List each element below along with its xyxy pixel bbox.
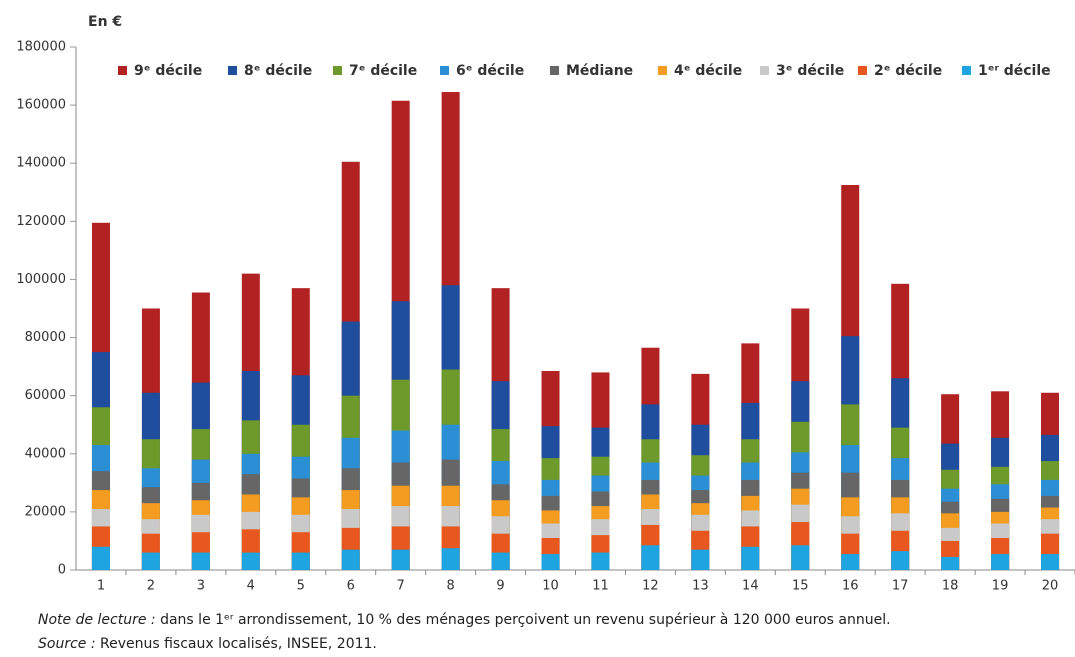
bar	[641, 545, 660, 570]
source-text: Revenus fiscaux localisés, INSEE, 2011.	[100, 636, 377, 652]
bar	[441, 548, 460, 570]
x-tick-label: 12	[642, 579, 659, 594]
x-tick-label: 19	[992, 579, 1009, 594]
legend-swatch	[858, 66, 867, 75]
legend-label: 2ᵉ décile	[874, 63, 942, 79]
x-tick-label: 13	[692, 579, 709, 594]
bar	[391, 549, 410, 570]
bar	[341, 549, 360, 570]
legend-label: 8ᵉ décile	[244, 63, 312, 79]
y-tick-label: 60000	[25, 388, 66, 403]
y-tick-label: 160000	[16, 98, 66, 113]
x-tick-label: 7	[397, 579, 405, 594]
bar	[791, 545, 810, 570]
bar	[141, 552, 160, 570]
bar	[291, 552, 310, 570]
legend-swatch	[118, 66, 127, 75]
legend-label: Médiane	[566, 63, 633, 79]
y-tick-label: 180000	[16, 40, 66, 55]
x-tick-label: 9	[496, 579, 504, 594]
x-tick-label: 14	[742, 579, 759, 594]
legend-swatch	[760, 66, 769, 75]
y-tick-label: 80000	[25, 330, 66, 345]
bar	[91, 546, 110, 570]
bar	[191, 552, 210, 570]
source-label: Source :	[38, 636, 96, 652]
bar	[841, 554, 860, 570]
legend-swatch	[333, 66, 342, 75]
legend-swatch	[228, 66, 237, 75]
y-tick-label: 100000	[16, 272, 66, 287]
legend-label: 7ᵉ décile	[349, 63, 417, 79]
x-tick-label: 8	[446, 579, 454, 594]
legend-label: 1ᵉʳ décile	[978, 63, 1051, 79]
bar	[241, 552, 260, 570]
x-tick-label: 6	[347, 579, 355, 594]
bar	[741, 546, 760, 570]
bar	[991, 554, 1010, 570]
y-axis-label: En €	[88, 14, 122, 30]
x-tick-label: 10	[542, 579, 559, 594]
bar	[491, 552, 510, 570]
legend-swatch	[440, 66, 449, 75]
legend-label: 4ᵉ décile	[674, 63, 742, 79]
x-tick-label: 5	[297, 579, 305, 594]
y-tick-label: 140000	[16, 156, 66, 171]
note-text: dans le 1ᵉʳ arrondissement, 10 % des mén…	[160, 612, 891, 628]
legend-label: 6ᵉ décile	[456, 63, 524, 79]
legend-swatch	[962, 66, 971, 75]
bar	[1041, 554, 1060, 570]
x-tick-label: 2	[147, 579, 155, 594]
x-tick-label: 18	[942, 579, 959, 594]
x-tick-label: 20	[1042, 579, 1059, 594]
bar	[691, 549, 710, 570]
x-tick-label: 17	[892, 579, 909, 594]
bar	[541, 554, 560, 570]
y-tick-label: 0	[58, 563, 66, 578]
source: Source : Revenus fiscaux localisés, INSE…	[38, 636, 377, 652]
bar	[591, 552, 610, 570]
bar	[941, 556, 960, 570]
note: Note de lecture : dans le 1ᵉʳ arrondisse…	[38, 612, 891, 628]
bar	[891, 551, 910, 570]
x-tick-label: 16	[842, 579, 859, 594]
y-tick-label: 120000	[16, 214, 66, 229]
legend-label: 9ᵉ décile	[134, 63, 202, 79]
x-tick-label: 4	[247, 579, 255, 594]
x-tick-label: 1	[97, 579, 105, 594]
x-tick-label: 11	[592, 579, 609, 594]
x-tick-label: 3	[197, 579, 205, 594]
legend-swatch	[658, 66, 667, 75]
legend-label: 3ᵉ décile	[776, 63, 844, 79]
y-tick-label: 20000	[25, 504, 66, 519]
x-tick-label: 15	[792, 579, 809, 594]
note-label: Note de lecture :	[38, 612, 156, 628]
legend-swatch	[550, 66, 559, 75]
y-tick-label: 40000	[25, 446, 66, 461]
chart: En € 02000040000600008000010000012000014…	[16, 14, 1075, 594]
